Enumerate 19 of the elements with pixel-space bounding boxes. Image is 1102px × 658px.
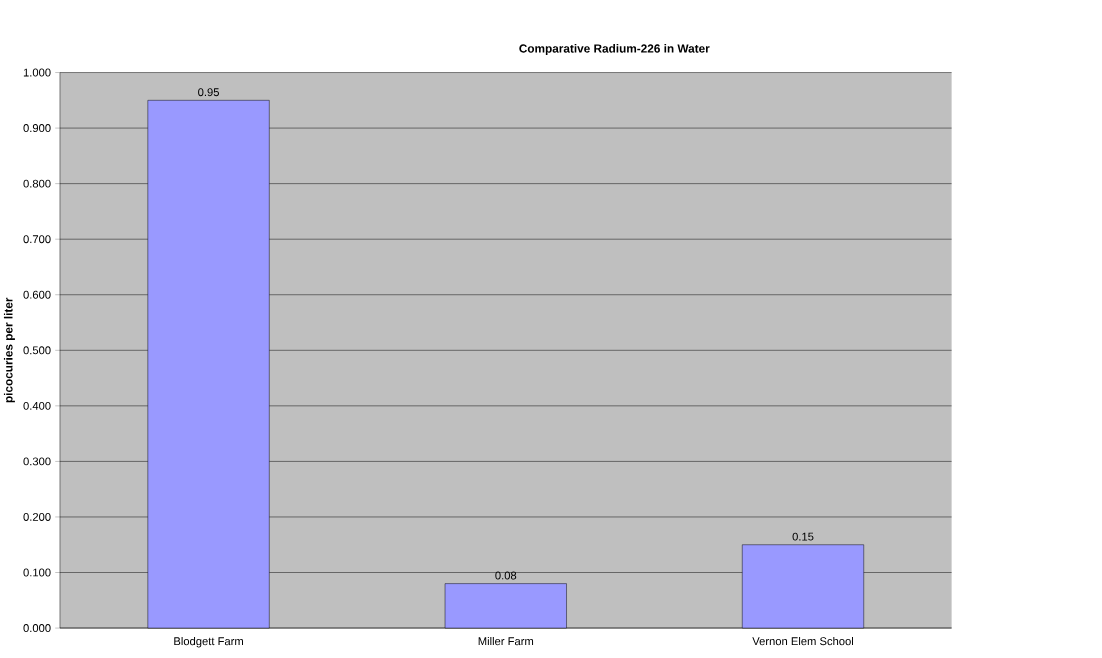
y-tick-label: 0.300 <box>23 457 51 466</box>
y-tick-label: 0.700 <box>23 235 51 244</box>
y-tick-label: 0.800 <box>23 179 51 188</box>
y-axis-title: picocuries per liter <box>3 297 15 403</box>
y-tick-label: 0.100 <box>23 568 51 577</box>
y-tick-label: 0.900 <box>23 124 51 132</box>
y-tick-label: 0.000 <box>23 624 51 632</box>
chart-title: Comparative Radium-226 in Water <box>519 43 710 55</box>
data-label: 0.08 <box>495 571 517 580</box>
x-tick-label: Vernon Elem School <box>752 636 853 646</box>
x-tick-label: Blodgett Farm <box>174 636 243 648</box>
data-label: 0.15 <box>792 532 814 541</box>
y-tick-label: 0.600 <box>23 290 51 299</box>
y-tick-label: 0.500 <box>23 346 51 355</box>
y-tick-label: 0.400 <box>23 401 51 410</box>
data-label: 0.95 <box>198 88 219 97</box>
y-tick-label: 1.000 <box>23 68 51 77</box>
x-tick-label: Miller Farm <box>478 636 534 646</box>
y-tick-label: 0.200 <box>23 512 51 521</box>
